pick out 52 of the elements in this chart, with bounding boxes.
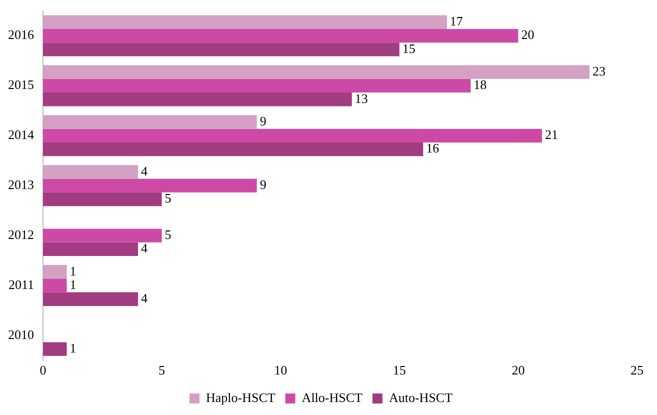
y-tick-label: 2015 bbox=[8, 77, 34, 92]
y-tick-label: 2014 bbox=[8, 127, 34, 142]
data-label: 1 bbox=[70, 276, 76, 292]
bar bbox=[43, 165, 138, 179]
bar bbox=[43, 65, 590, 79]
data-label: 23 bbox=[592, 63, 606, 78]
x-tick-label: 5 bbox=[158, 362, 166, 378]
data-label: 9 bbox=[260, 113, 266, 128]
y-tick-label: 2013 bbox=[8, 177, 34, 192]
data-label: 4 bbox=[141, 163, 148, 178]
bar bbox=[43, 342, 67, 356]
x-tick-label: 25 bbox=[630, 362, 644, 378]
data-label: 17 bbox=[450, 14, 464, 29]
bar bbox=[43, 15, 447, 29]
bar bbox=[43, 92, 352, 106]
x-tick-label: 20 bbox=[512, 362, 525, 378]
y-tick-label: 2016 bbox=[8, 27, 34, 42]
data-label: 4 bbox=[141, 240, 148, 256]
bar bbox=[43, 192, 162, 206]
y-tick-label: 2010 bbox=[8, 326, 34, 342]
y-tick-label: 2012 bbox=[8, 226, 34, 242]
data-label: 5 bbox=[164, 226, 172, 242]
data-label: 4 bbox=[141, 290, 148, 306]
data-label: 1 bbox=[70, 340, 76, 356]
data-label: 21 bbox=[544, 127, 558, 142]
bar bbox=[43, 242, 138, 256]
bar bbox=[43, 78, 471, 93]
x-tick-label: 10 bbox=[274, 362, 288, 378]
bar bbox=[43, 28, 518, 43]
bar bbox=[43, 178, 257, 192]
x-tick-label: 0 bbox=[40, 362, 46, 378]
bar bbox=[43, 228, 162, 242]
data-label: 16 bbox=[426, 140, 440, 156]
bar bbox=[43, 265, 67, 279]
data-label: 9 bbox=[260, 177, 266, 192]
data-label: 18 bbox=[474, 77, 487, 92]
data-label: 13 bbox=[354, 90, 368, 106]
data-label: 20 bbox=[521, 27, 534, 42]
y-tick-label: 2011 bbox=[8, 276, 34, 292]
data-label: 15 bbox=[402, 40, 416, 56]
data-label: 1 bbox=[70, 263, 76, 278]
bar bbox=[43, 292, 138, 306]
bar bbox=[43, 142, 424, 156]
x-tick-label: 15 bbox=[392, 362, 406, 378]
bar bbox=[43, 115, 257, 129]
bar bbox=[43, 42, 400, 56]
legend-label: Allo-HSCT bbox=[302, 390, 363, 405]
bar bbox=[43, 128, 542, 142]
data-label: 5 bbox=[164, 190, 172, 206]
bar bbox=[43, 278, 67, 292]
legend-label: Haplo-HSCT bbox=[206, 390, 276, 405]
legend-label: Auto-HSCT bbox=[388, 390, 453, 405]
